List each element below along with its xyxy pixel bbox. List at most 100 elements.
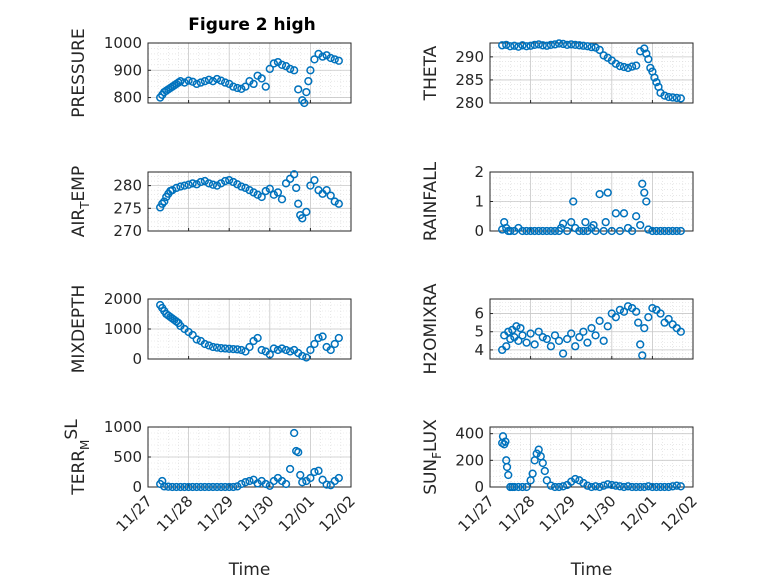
data-point	[200, 77, 209, 86]
data-point	[168, 186, 177, 195]
data-point	[579, 41, 588, 50]
data-point	[546, 40, 556, 49]
data-point	[261, 479, 270, 489]
y-axis-label-main: THETA	[421, 45, 441, 101]
y-tick-label: 900	[113, 61, 142, 79]
data-point	[208, 180, 218, 189]
x-tick-label: 11/28	[495, 492, 538, 535]
data-point	[562, 226, 572, 236]
data-point	[326, 345, 335, 355]
data-point	[562, 334, 572, 344]
data-point	[294, 85, 303, 94]
y-tick-label: 280	[113, 177, 142, 195]
x-tick-label: 11/29	[536, 492, 579, 535]
data-point	[526, 41, 535, 50]
data-point	[672, 93, 681, 103]
data-point	[615, 305, 625, 315]
data-point	[550, 331, 560, 340]
data-markers	[156, 300, 343, 362]
data-point	[208, 342, 218, 352]
data-point	[599, 481, 608, 490]
data-point	[172, 482, 181, 492]
data-point	[619, 482, 629, 492]
data-point	[530, 40, 539, 49]
data-point	[220, 78, 230, 87]
data-point	[640, 44, 649, 53]
data-point	[644, 482, 653, 491]
data-point	[326, 53, 335, 63]
data-point	[587, 43, 596, 52]
data-point	[652, 482, 661, 492]
y-axis-label: SUNFLUX	[421, 419, 444, 495]
x-tick-label: 11/30	[576, 492, 619, 535]
y-tick-label: 0	[132, 350, 142, 368]
data-point	[196, 482, 205, 492]
y-tick-label: 4	[474, 341, 484, 359]
data-point	[583, 42, 592, 51]
data-point	[212, 181, 222, 190]
axes-box	[147, 171, 352, 232]
data-point	[571, 342, 580, 351]
data-point	[514, 42, 523, 51]
y-axis-label-main: PRESSURE	[69, 28, 89, 117]
x-tick-label: 11/29	[194, 492, 237, 535]
data-point	[314, 333, 323, 343]
data-point	[229, 82, 238, 91]
x-tick-label: 11/28	[153, 492, 196, 535]
data-point	[615, 482, 625, 491]
data-point	[644, 55, 653, 64]
data-point	[554, 39, 564, 48]
data-point	[281, 479, 291, 489]
data-point	[229, 177, 238, 187]
data-point	[599, 226, 608, 236]
data-point	[567, 40, 576, 49]
x-tick-label: 12/02	[316, 492, 359, 535]
data-point	[302, 87, 311, 97]
y-axis-label: MIXDEPTH	[69, 285, 89, 374]
data-point	[554, 336, 564, 345]
data-point	[676, 226, 685, 236]
y-tick-label: 285	[455, 71, 484, 89]
data-point	[546, 481, 556, 490]
data-point	[298, 478, 307, 487]
data-point	[257, 345, 266, 355]
data-point	[542, 476, 551, 485]
axes-box	[147, 42, 352, 104]
axes-box	[489, 42, 694, 104]
data-point	[615, 226, 625, 236]
data-point	[619, 307, 629, 316]
x-tick-label: 12/01	[617, 492, 660, 535]
data-point	[664, 92, 673, 102]
data-point	[522, 338, 531, 347]
data-point	[522, 42, 531, 51]
data-point	[632, 307, 641, 316]
axes-box	[489, 298, 694, 360]
data-point	[306, 66, 315, 75]
data-point	[265, 184, 274, 193]
data-point	[188, 482, 197, 492]
y-tick-label: 400	[455, 425, 484, 443]
data-point	[158, 199, 167, 208]
data-point	[241, 183, 250, 193]
data-point	[277, 195, 287, 204]
y-axis-label-main: SUN	[421, 459, 441, 495]
data-point	[607, 226, 616, 236]
data-point	[522, 226, 531, 236]
y-axis-label: AIRTEMP	[69, 166, 92, 237]
data-point	[636, 482, 645, 492]
data-point	[619, 209, 629, 218]
data-point	[638, 351, 647, 360]
data-point	[540, 466, 549, 476]
data-point	[330, 55, 339, 64]
x-tick-label: 11/27	[113, 492, 156, 535]
y-axis-label-subscript: F	[430, 452, 444, 459]
data-point	[261, 186, 270, 196]
data-point	[636, 340, 645, 349]
y-tick-label: 275	[113, 199, 142, 217]
data-point	[634, 318, 643, 327]
data-point	[595, 482, 604, 492]
data-point	[164, 482, 173, 491]
data-point	[220, 344, 230, 353]
data-point	[273, 345, 283, 355]
data-point	[237, 345, 246, 355]
